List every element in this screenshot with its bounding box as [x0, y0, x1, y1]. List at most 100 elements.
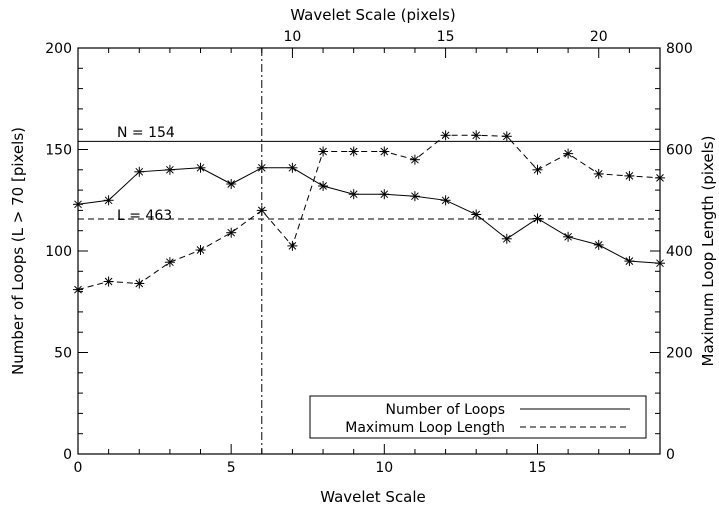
legend: Number of Loops Maximum Loop Length [309, 395, 647, 439]
x-tick-label: 0 [74, 460, 83, 476]
l-reference-label: L = 463 [117, 208, 172, 224]
series-0-point [440, 195, 451, 206]
series-1-point [440, 130, 451, 141]
y2-tick-label: 400 [666, 244, 693, 260]
y2-axis-title: Maximum Loop Length (pixels) [699, 136, 717, 367]
point-marker-stroke [533, 214, 542, 223]
series-1-point [624, 170, 635, 181]
series-line-0 [77, 167, 661, 264]
reference-lines [78, 48, 660, 454]
point-marker-stroke [74, 200, 82, 209]
series-1-point [379, 146, 390, 157]
point-marker-stroke [656, 259, 664, 268]
series-1-point [103, 276, 114, 287]
x-tick-label: 5 [227, 460, 236, 476]
point-marker-stroke [288, 163, 297, 172]
point-marker-stroke [319, 147, 327, 156]
point-marker-stroke [257, 163, 266, 172]
point-marker-stroke [166, 258, 174, 267]
series-0-point [348, 189, 359, 200]
point-marker-stroke [227, 180, 236, 188]
point-marker-stroke [502, 132, 511, 141]
point-marker-stroke [472, 210, 481, 219]
y-tick-label: 200 [45, 41, 72, 57]
point-marker-stroke [257, 206, 266, 215]
point-marker-stroke [104, 277, 113, 286]
series-1-point [348, 146, 359, 157]
x2-axis-title: Wavelet Scale (pixels) [290, 6, 455, 24]
series-0-point [134, 166, 145, 177]
x-tick-label: 10 [375, 460, 393, 476]
data-series [73, 130, 665, 295]
point-marker-stroke [625, 257, 634, 265]
point-marker-stroke [166, 165, 174, 174]
x2-tick-label: 10 [284, 29, 302, 45]
point-marker-stroke [288, 242, 297, 250]
series-1-point [287, 240, 298, 251]
x2-tick-label: 15 [437, 29, 455, 45]
y2-tick-label: 0 [666, 447, 675, 463]
series-1-point [532, 164, 543, 175]
plot-frame [77, 47, 661, 455]
point-marker-stroke [411, 192, 419, 201]
point-marker-stroke [135, 279, 144, 288]
series-1-point [501, 131, 512, 142]
series-0-point [103, 195, 114, 206]
series-1-point [318, 146, 329, 157]
point-marker-stroke [441, 131, 450, 140]
point-marker-stroke [411, 155, 419, 164]
series-1-point [409, 154, 420, 165]
series-1-point [134, 278, 145, 289]
series-1-point [195, 245, 206, 255]
series-0-point [195, 162, 206, 173]
series-0-point [624, 256, 635, 267]
series-1-point [226, 227, 237, 238]
series-0-point [471, 209, 482, 220]
legend-box [309, 395, 647, 439]
series-0-point [287, 162, 298, 173]
point-marker-stroke [625, 172, 634, 180]
point-marker-stroke [74, 285, 82, 294]
series-0-point [318, 181, 329, 191]
series-1-point [593, 168, 604, 179]
point-marker-stroke [380, 147, 389, 156]
point-marker-stroke [349, 147, 358, 156]
series-1-point [256, 205, 267, 216]
point-marker-stroke [196, 163, 205, 172]
series-0-point [379, 189, 390, 200]
y2-tick-label: 800 [666, 41, 693, 57]
point-marker-stroke [656, 174, 664, 182]
point-marker-stroke [196, 246, 205, 254]
series-1-point [164, 257, 175, 268]
series-0-point [226, 179, 237, 189]
y2-tick-label: 600 [666, 143, 693, 159]
point-marker-stroke [533, 165, 542, 174]
point-marker-stroke [472, 131, 481, 140]
series-0-point [593, 239, 604, 250]
series-1-point [471, 130, 482, 141]
series-0-point [532, 213, 543, 224]
point-marker-stroke [319, 182, 327, 190]
y-tick-label: 150 [45, 143, 72, 159]
legend-label-maximum-loop-length: Maximum Loop Length [345, 420, 505, 436]
x-tick-label: 15 [529, 460, 547, 476]
point-marker-stroke [502, 234, 511, 243]
y2-tick-label: 200 [666, 346, 693, 362]
point-marker-stroke [564, 149, 572, 158]
series-1-point [563, 148, 574, 159]
series-0-point [409, 191, 420, 202]
point-marker-stroke [441, 196, 450, 205]
point-marker-stroke [349, 190, 358, 199]
series-0-point [73, 199, 83, 210]
x-axis-title: Wavelet Scale [320, 488, 426, 506]
series-0-point [256, 162, 267, 173]
series-1-point [73, 284, 83, 295]
point-marker-stroke [227, 228, 236, 237]
n-reference-label: N = 154 [117, 125, 175, 141]
series-0-point [655, 258, 665, 269]
series-1-point [655, 172, 665, 183]
point-marker-stroke [104, 196, 113, 205]
point-marker-stroke [380, 190, 389, 199]
